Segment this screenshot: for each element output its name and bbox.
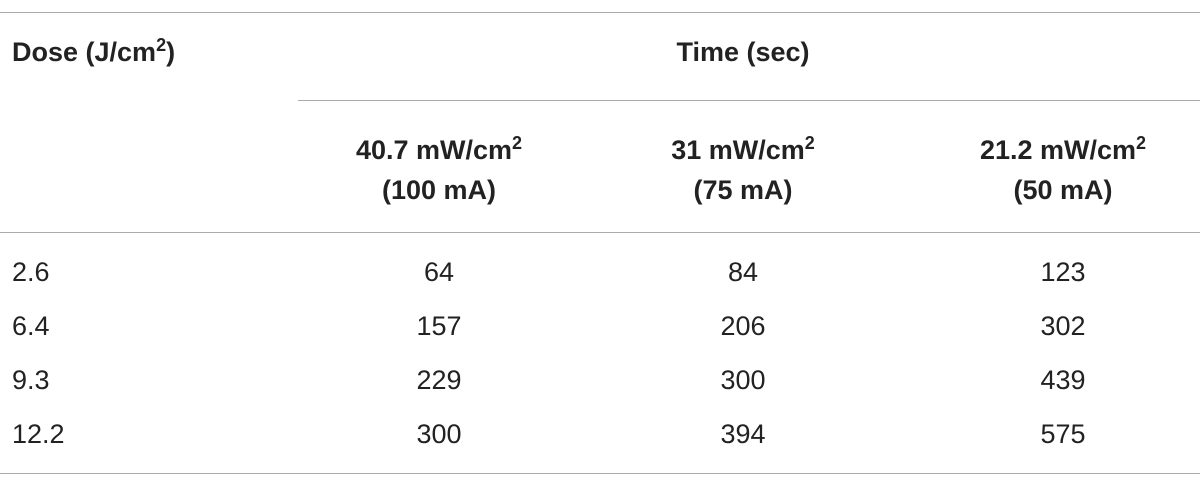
sup: 2 <box>512 133 523 153</box>
text: 40.7 mW/cm <box>355 135 513 165</box>
column-header: 21.2 mW/cm2 <box>980 134 1146 166</box>
column-subheader: (75 mA) <box>693 175 793 205</box>
bottom-rule <box>0 473 1200 474</box>
sup: 2 <box>156 35 167 55</box>
header-rule <box>0 232 1200 233</box>
cell: 229 <box>416 365 462 395</box>
column-header: 31 mW/cm2 <box>671 134 815 166</box>
cell: 84 <box>727 257 759 287</box>
text: 31 mW/cm <box>671 135 805 165</box>
row-label: 12.2 <box>12 419 65 449</box>
cell: 300 <box>720 365 766 395</box>
column-subheader: (50 mA) <box>1013 175 1113 205</box>
cell: 300 <box>416 419 462 449</box>
text: 21.2 mW/cm <box>979 135 1137 165</box>
sup: 2 <box>804 133 815 153</box>
top-rule <box>0 12 1200 13</box>
text: Dose (J/cm <box>12 37 157 67</box>
row-label: 2.6 <box>12 257 50 287</box>
cell: 123 <box>1040 257 1086 287</box>
group-header: Time (sec) <box>676 37 810 67</box>
cell: 157 <box>416 311 462 341</box>
row-label: 6.4 <box>12 311 50 341</box>
row-label: 9.3 <box>12 365 50 395</box>
sup: 2 <box>1136 133 1147 153</box>
cell: 439 <box>1040 365 1086 395</box>
cell: 302 <box>1040 311 1086 341</box>
column-subheader: (100 mA) <box>381 175 497 205</box>
text: ) <box>166 37 176 67</box>
cell: 206 <box>720 311 766 341</box>
cell: 64 <box>423 257 455 287</box>
cell: 575 <box>1040 419 1086 449</box>
row-label-header: Dose (J/cm2) <box>12 36 175 68</box>
column-header: 40.7 mW/cm2 <box>356 134 522 166</box>
cell: 394 <box>720 419 766 449</box>
group-rule <box>298 100 1200 101</box>
